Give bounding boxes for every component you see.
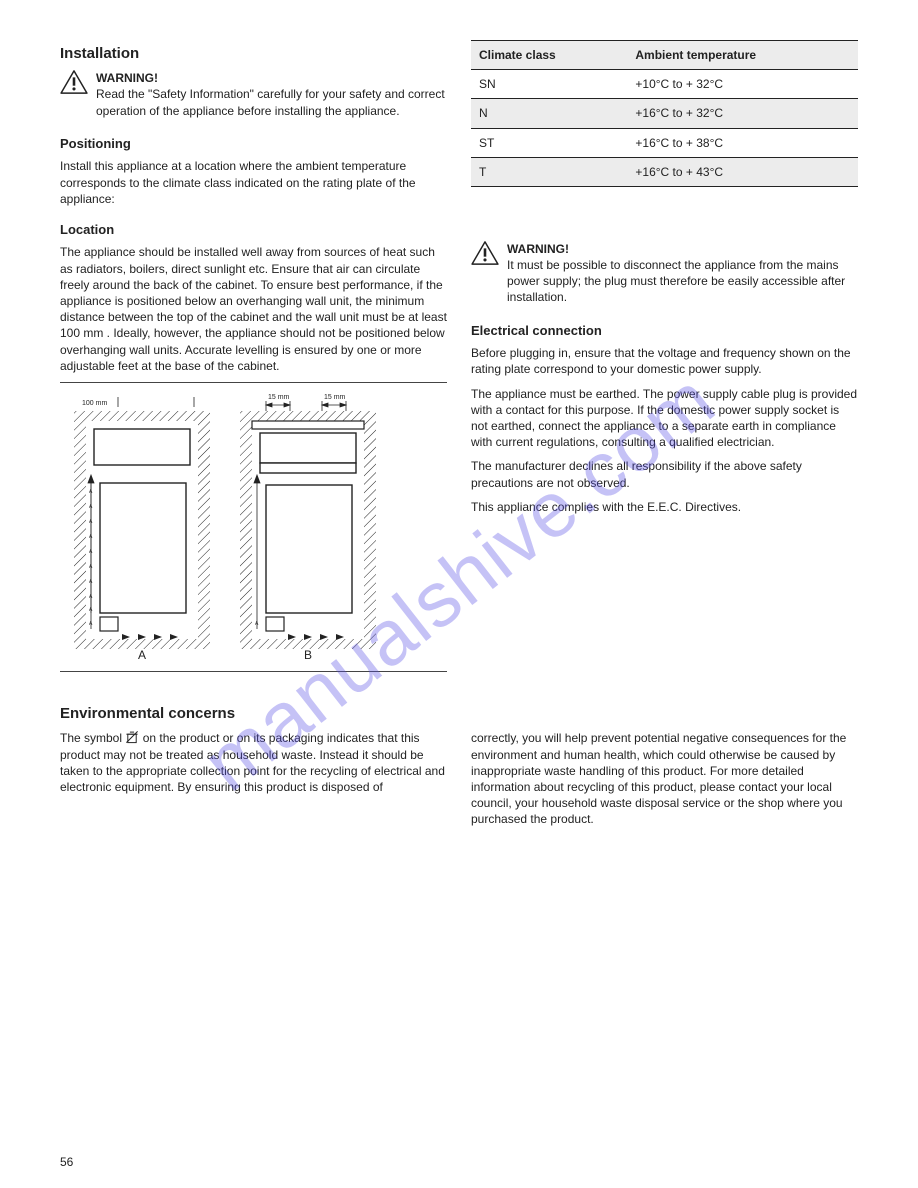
warning-text-block: WARNING! Read the "Safety Information" c… bbox=[96, 70, 447, 127]
diagram-dim-100mm: 100 mm bbox=[82, 400, 107, 407]
location-heading: Location bbox=[60, 221, 447, 239]
recycle-bin-icon bbox=[125, 730, 139, 744]
table-cell: ST bbox=[471, 128, 627, 157]
right-column-mid: WARNING! It must be possible to disconne… bbox=[471, 221, 858, 682]
positioning-text: Install this appliance at a location whe… bbox=[60, 158, 447, 207]
left-column: Installation WARNING! Read the "Safety I… bbox=[60, 40, 447, 215]
rule-below-diagram bbox=[60, 671, 447, 672]
diagram-dim-15mm-1: 15 mm bbox=[268, 394, 290, 401]
location-row: Location The appliance should be install… bbox=[60, 221, 858, 682]
location-text: The appliance should be installed well a… bbox=[60, 244, 447, 374]
table-header: Ambient temperature bbox=[627, 41, 858, 70]
table-header: Climate class bbox=[471, 41, 627, 70]
warning-row: WARNING! Read the "Safety Information" c… bbox=[60, 70, 447, 127]
warning-icon bbox=[471, 241, 499, 265]
env-columns: The symbol on the product or on its pack… bbox=[60, 730, 858, 835]
env-line1-pre: The symbol bbox=[60, 731, 125, 745]
warning-label: WARNING! bbox=[96, 71, 158, 85]
elec-p4: This appliance complies with the E.E.C. … bbox=[471, 499, 858, 515]
positioning-heading: Positioning bbox=[60, 135, 447, 153]
climate-table: Climate class Ambient temperature SN +10… bbox=[471, 40, 858, 187]
elec-p2: The appliance must be earthed. The power… bbox=[471, 386, 858, 451]
installation-diagram: AAA AAA AAAA 100 mm bbox=[60, 393, 447, 667]
table-cell: +16°C to + 38°C bbox=[627, 128, 858, 157]
table-cell: T bbox=[471, 157, 627, 186]
warning2-row: WARNING! It must be possible to disconne… bbox=[471, 241, 858, 314]
table-cell: +16°C to + 43°C bbox=[627, 157, 858, 186]
warning2-text: It must be possible to disconnect the ap… bbox=[507, 257, 858, 306]
warning-icon bbox=[60, 70, 88, 94]
electrical-heading: Electrical connection bbox=[471, 322, 858, 340]
env-heading: Environmental concerns bbox=[60, 704, 858, 724]
elec-p1: Before plugging in, ensure that the volt… bbox=[471, 345, 858, 377]
rule-above-diagram bbox=[60, 382, 447, 383]
table-cell: +16°C to + 32°C bbox=[627, 99, 858, 128]
table-cell: N bbox=[471, 99, 627, 128]
diagram-label-b: B bbox=[304, 648, 312, 662]
diagram-svg: AAA AAA AAAA 100 mm bbox=[60, 393, 390, 663]
elec-p3: The manufacturer declines all responsibi… bbox=[471, 458, 858, 490]
warning2-label: WARNING! bbox=[507, 242, 569, 256]
diagram-dim-15mm-2: 15 mm bbox=[324, 394, 346, 401]
env-right: correctly, you will help prevent potenti… bbox=[471, 730, 858, 835]
table-cell: +10°C to + 32°C bbox=[627, 70, 858, 99]
env-left: The symbol on the product or on its pack… bbox=[60, 730, 447, 835]
installation-heading: Installation bbox=[60, 44, 447, 64]
location-column: Location The appliance should be install… bbox=[60, 221, 447, 682]
warning2-text-block: WARNING! It must be possible to disconne… bbox=[507, 241, 858, 314]
upper-columns: Installation WARNING! Read the "Safety I… bbox=[60, 40, 858, 215]
page-number: 56 bbox=[60, 1154, 73, 1170]
right-column-top: Climate class Ambient temperature SN +10… bbox=[471, 40, 858, 215]
warning-text: Read the "Safety Information" carefully … bbox=[96, 86, 447, 118]
diagram-label-a: A bbox=[138, 648, 146, 662]
env-p1: The symbol on the product or on its pack… bbox=[60, 730, 447, 795]
table-cell: SN bbox=[471, 70, 627, 99]
env-p2: correctly, you will help prevent potenti… bbox=[471, 730, 858, 827]
